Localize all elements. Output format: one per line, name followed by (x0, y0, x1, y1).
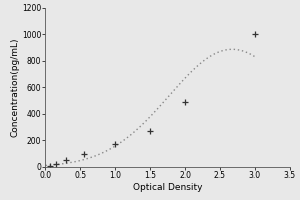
X-axis label: Optical Density: Optical Density (133, 183, 202, 192)
Y-axis label: Concentration(pg/mL): Concentration(pg/mL) (10, 38, 19, 137)
